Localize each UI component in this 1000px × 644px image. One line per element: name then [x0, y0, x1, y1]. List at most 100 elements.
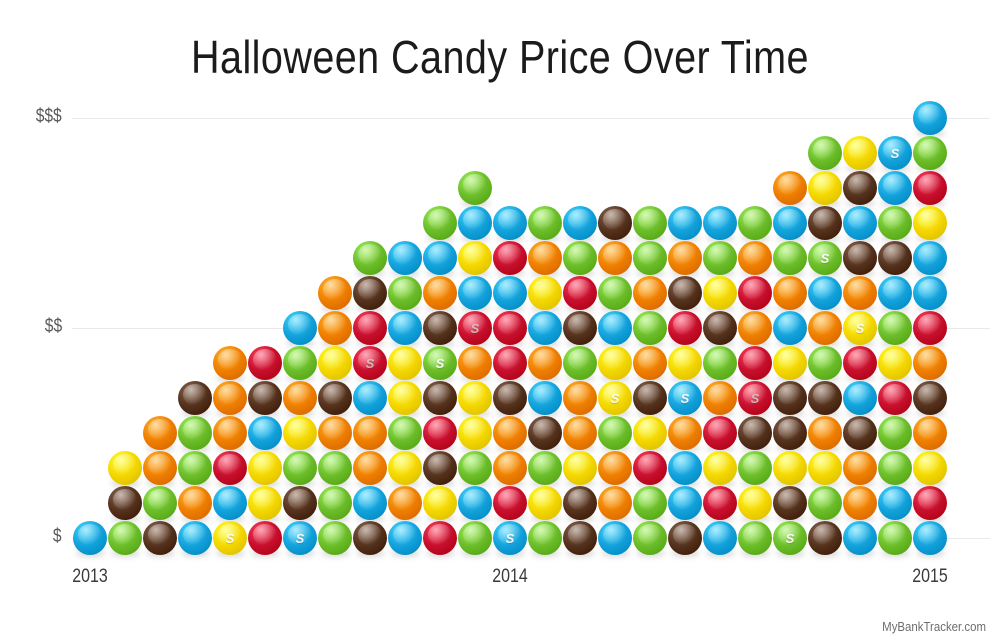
candy-body [493, 381, 527, 415]
candy-piece [633, 451, 667, 488]
candy-body [178, 521, 212, 555]
candy-piece [598, 486, 632, 523]
candy-body [458, 171, 492, 205]
candy-piece [668, 346, 702, 383]
candy-piece: S [598, 381, 632, 418]
candy-body [458, 241, 492, 275]
candy-body [318, 346, 352, 380]
candy-body [108, 451, 142, 485]
candy-piece [773, 171, 807, 208]
candy-piece [493, 346, 527, 383]
candy-piece [353, 486, 387, 523]
candy-piece [458, 276, 492, 313]
candy-body [318, 486, 352, 520]
candy-body [248, 521, 282, 555]
candy-brand-letter: S [785, 530, 795, 546]
candy-body [178, 486, 212, 520]
candy-piece [423, 206, 457, 243]
candy-body [528, 486, 562, 520]
candy-body [878, 276, 912, 310]
candy-body [73, 521, 107, 555]
candy-piece [423, 416, 457, 453]
candy-body [143, 416, 177, 450]
candy-piece [248, 486, 282, 523]
candy-body [633, 381, 667, 415]
candy-body [878, 171, 912, 205]
candy-piece [318, 486, 352, 523]
candy-piece [528, 346, 562, 383]
candy-body [843, 276, 877, 310]
candy-body [913, 171, 947, 205]
candy-body [703, 521, 737, 555]
candy-body [913, 101, 947, 135]
candy-body [598, 451, 632, 485]
candy-body [493, 276, 527, 310]
candy-body [773, 206, 807, 240]
candy-body [633, 486, 667, 520]
candy-body [633, 521, 667, 555]
candy-body [598, 486, 632, 520]
candy-piece [773, 451, 807, 488]
candy-piece [913, 346, 947, 383]
candy-piece [388, 451, 422, 488]
candy-piece: S [843, 311, 877, 348]
candy-piece [843, 451, 877, 488]
candy-piece [703, 276, 737, 313]
candy-piece [703, 451, 737, 488]
candy-body [878, 346, 912, 380]
candy-piece [703, 346, 737, 383]
candy-body [388, 346, 422, 380]
candy-body [458, 486, 492, 520]
candy-piece [808, 311, 842, 348]
candy-body [318, 451, 352, 485]
candy-body [773, 381, 807, 415]
candy-piece [563, 206, 597, 243]
candy-piece [143, 451, 177, 488]
candy-body [563, 521, 597, 555]
candy-brand-letter: S [610, 390, 620, 406]
candy-piece [843, 521, 877, 558]
candy-piece [843, 276, 877, 313]
candy-body [843, 416, 877, 450]
candy-piece [388, 416, 422, 453]
candy-piece [248, 381, 282, 418]
candy-body [493, 451, 527, 485]
candy-piece [528, 241, 562, 278]
candy-piece [738, 241, 772, 278]
candy-piece [808, 346, 842, 383]
candy-piece [843, 171, 877, 208]
candy-piece [318, 381, 352, 418]
candy-body [738, 486, 772, 520]
candy-piece [493, 206, 527, 243]
candy-piece [493, 416, 527, 453]
candy-body [738, 416, 772, 450]
candy-body [843, 346, 877, 380]
candy-piece [773, 381, 807, 418]
candy-body [633, 206, 667, 240]
candy-piece [598, 346, 632, 383]
candy-body [668, 451, 702, 485]
candy-piece [738, 486, 772, 523]
candy-piece [843, 136, 877, 173]
candy-body [878, 451, 912, 485]
candy-piece [703, 381, 737, 418]
candy-piece [878, 521, 912, 558]
candy-body [738, 241, 772, 275]
candy-brand-letter: S [435, 355, 445, 371]
candy-piece [773, 416, 807, 453]
candy-piece [528, 276, 562, 313]
candy-piece [248, 346, 282, 383]
y-axis-tick-1: $ [0, 526, 62, 548]
candy-piece: S [213, 521, 247, 558]
candy-body [423, 241, 457, 275]
candy-body [703, 451, 737, 485]
candy-brand-letter: S [295, 530, 305, 546]
candy-body [808, 346, 842, 380]
candy-piece [738, 276, 772, 313]
candy-piece [528, 311, 562, 348]
candy-piece [143, 486, 177, 523]
candy-piece [703, 416, 737, 453]
candy-piece [913, 521, 947, 558]
candy-piece [213, 486, 247, 523]
